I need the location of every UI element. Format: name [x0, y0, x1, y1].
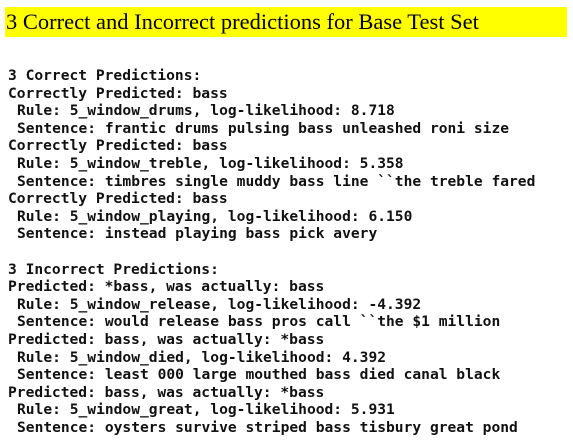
prediction: Predicted: bass, was actually: *bass [8, 330, 325, 348]
sentence: Sentence: oysters survive striped bass t… [17, 418, 518, 436]
rule: Rule: 5_window_release, log-likelihood: … [17, 295, 422, 313]
rule: Rule: 5_window_great, log-likelihood: 5.… [17, 401, 395, 419]
prediction: Predicted: bass, was actually: *bass [8, 383, 325, 401]
prediction: Predicted: *bass, was actually: bass [8, 278, 325, 296]
section-heading: 3 Incorrect Predictions: [8, 260, 219, 278]
spacer [8, 243, 535, 261]
sentence: Sentence: frantic drums pulsing bass unl… [17, 119, 510, 137]
section-heading: 3 Correct Predictions: [8, 67, 202, 84]
prediction: Correctly Predicted: bass [8, 137, 228, 155]
sentence: Sentence: would release bass pros call `… [17, 313, 501, 331]
sentence: Sentence: least 000 large mouthed bass d… [17, 366, 501, 384]
rule: Rule: 5_window_died, log-likelihood: 4.3… [17, 348, 387, 366]
sentence: Sentence: instead playing bass pick aver… [17, 225, 378, 243]
sentence: Sentence: timbres single muddy bass line… [17, 172, 536, 190]
rule: Rule: 5_window_playing, log-likelihood: … [17, 207, 413, 225]
rule: Rule: 5_window_drums, log-likelihood: 8.… [17, 102, 395, 120]
prediction: Correctly Predicted: bass [8, 84, 228, 102]
prediction: Correctly Predicted: bass [8, 190, 228, 208]
rule: Rule: 5_window_treble, log-likelihood: 5… [17, 154, 404, 172]
output-text: 3 Correct Predictions: Correctly Predicte… [8, 67, 535, 436]
title: 3 Correct and Incorrect predictions for … [5, 7, 567, 37]
